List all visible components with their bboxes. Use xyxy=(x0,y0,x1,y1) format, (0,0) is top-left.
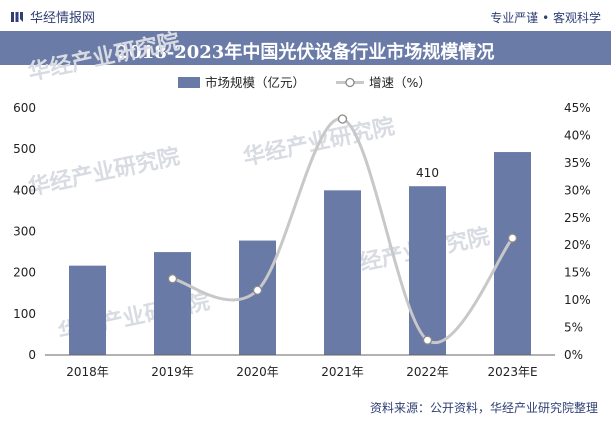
chart-title: 2018-2023年中国光伏设备行业市场规模情况 xyxy=(116,42,495,63)
y-right-tick-label: 15% xyxy=(564,266,591,280)
slogan: 专业严谨 • 客观科学 xyxy=(490,11,601,25)
bar xyxy=(324,190,361,355)
x-tick-label: 2021年 xyxy=(321,365,364,379)
x-tick-label: 2018年 xyxy=(66,365,109,379)
growth-point xyxy=(507,233,518,243)
y-right-tick-label: 40% xyxy=(564,128,591,142)
bar xyxy=(494,152,531,355)
y-right-tick-label: 25% xyxy=(564,211,591,225)
growth-point xyxy=(337,114,348,124)
y-right-tick-label: 5% xyxy=(564,321,583,335)
y-right-tick-label: 10% xyxy=(564,293,591,307)
y-left-tick-label: 400 xyxy=(13,183,36,197)
legend-line-label: 增速（%） xyxy=(369,75,431,90)
legend-line-marker xyxy=(345,77,355,88)
growth-point xyxy=(422,335,433,345)
y-right-tick-label: 30% xyxy=(564,183,591,197)
bar xyxy=(409,186,446,355)
watermark-text: 华经产业研究院 xyxy=(26,28,182,85)
bar xyxy=(69,265,106,355)
bar-data-label: 410 xyxy=(416,166,439,180)
bar xyxy=(154,252,191,355)
source-note: 资料来源：公开资料，华经产业研究院整理 xyxy=(369,401,598,415)
y-right-tick-label: 35% xyxy=(564,156,591,170)
brand-logo: 华经情报网 xyxy=(10,7,95,26)
x-tick-label: 2020年 xyxy=(236,365,279,379)
growth-line xyxy=(172,117,514,345)
y-left-tick-label: 600 xyxy=(13,101,36,115)
legend: 市场规模（亿元） 增速（%） xyxy=(178,75,431,90)
title-bar xyxy=(0,31,611,65)
logo-icon xyxy=(11,11,23,22)
y-right-tick-label: 20% xyxy=(564,238,591,252)
watermark-text: 华经产业研究院 xyxy=(26,143,182,200)
x-tick-label: 2022年 xyxy=(406,365,449,379)
y-left-tick-label: 500 xyxy=(13,142,36,156)
legend-bar-label: 市场规模（亿元） xyxy=(205,75,305,90)
y-left-tick-label: 100 xyxy=(13,307,36,321)
brand-name: 华经情报网 xyxy=(30,11,96,26)
y-right-tick-label: 0% xyxy=(564,348,583,362)
x-tick-label: 2023年E xyxy=(487,365,537,379)
y-left-tick-label: 300 xyxy=(13,225,36,239)
growth-point xyxy=(252,285,263,295)
legend-bar-swatch xyxy=(178,77,200,88)
x-tick-label: 2019年 xyxy=(151,365,194,379)
top-bar: 华经情报网 专业严谨 • 客观科学 xyxy=(0,0,611,31)
y-left-tick-label: 200 xyxy=(13,266,36,280)
growth-point xyxy=(167,274,178,284)
y-right-tick-label: 45% xyxy=(564,101,591,115)
y-left-tick-label: 0 xyxy=(28,348,36,362)
